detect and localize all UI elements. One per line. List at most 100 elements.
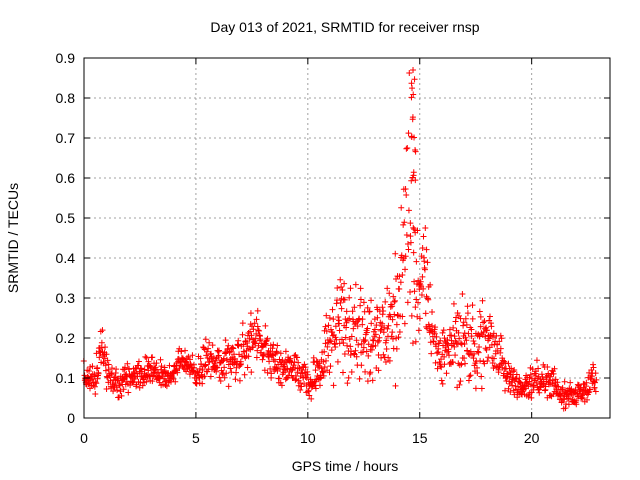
data-point [347,343,354,350]
data-point [453,314,460,321]
data-point [163,383,170,390]
data-point [409,340,416,347]
data-point [451,333,458,340]
data-point [440,327,447,334]
y-tick-label: 0.7 [56,130,76,146]
data-point [336,327,343,334]
data-point [433,333,440,340]
data-point [507,389,514,396]
data-point [382,359,389,366]
data-point [109,365,116,372]
data-point [441,361,448,368]
data-point [335,313,342,320]
data-point [461,355,468,362]
data-point [284,365,291,372]
data-point [535,365,542,372]
data-point [456,381,463,388]
data-point [427,281,434,288]
data-point [410,169,417,176]
data-point [482,333,489,340]
data-point [183,355,190,362]
data-point [475,349,482,356]
data-point [465,330,472,337]
data-point [386,357,393,364]
data-point [105,361,112,368]
data-point [269,352,276,359]
data-point [340,340,347,347]
data-point [239,331,246,338]
data-point [408,80,415,87]
data-point [411,288,418,295]
data-point [426,323,433,330]
data-point [363,329,370,336]
y-tick-label: 0 [67,410,75,426]
data-point [399,272,406,279]
data-point [229,344,236,351]
data-point [199,380,206,387]
data-point [272,358,279,365]
data-point [152,364,159,371]
data-point [408,133,415,140]
data-point [373,322,380,329]
data-point [402,253,409,260]
data-point [413,296,420,303]
data-point [409,114,416,121]
data-point [474,348,481,355]
data-point [472,385,479,392]
data-point [516,379,523,386]
data-point [477,313,484,320]
data-point [457,315,464,322]
data-point [236,377,243,384]
data-point [496,338,503,345]
data-point [486,313,493,320]
data-point [509,382,516,389]
data-point [303,374,310,381]
data-point [389,329,396,336]
data-point [189,367,196,374]
data-point [538,371,545,378]
data-point [415,327,422,334]
data-point [463,337,470,344]
data-point [541,387,548,394]
data-point [244,364,251,371]
data-point [158,363,165,370]
data-point [213,368,220,375]
data-point [215,352,222,359]
data-point [422,310,429,317]
data-point [107,377,114,384]
data-point [359,321,366,328]
data-point [416,315,423,322]
data-point [333,336,340,343]
data-point [372,331,379,338]
data-point [203,348,210,355]
data-point [499,364,506,371]
data-point [483,346,490,353]
data-point [471,350,478,357]
data-point [407,233,414,240]
data-point [99,327,106,334]
data-point [255,342,262,349]
data-point [385,322,392,329]
data-point [105,366,112,373]
data-point [147,363,154,370]
data-point [201,373,208,380]
data-point [312,367,319,374]
data-point [323,328,330,335]
data-point [295,359,302,366]
data-point [249,323,256,330]
data-point [328,347,335,354]
data-point [460,319,467,326]
data-point [476,333,483,340]
data-point [102,362,109,369]
data-point [327,338,334,345]
data-point [351,304,358,311]
data-point [413,258,420,265]
data-point [398,204,405,211]
data-point [254,323,261,330]
data-point [304,371,311,378]
data-point [193,380,200,387]
data-point [550,391,557,398]
data-point [342,334,349,341]
data-point [254,307,261,314]
data-point [476,308,483,315]
